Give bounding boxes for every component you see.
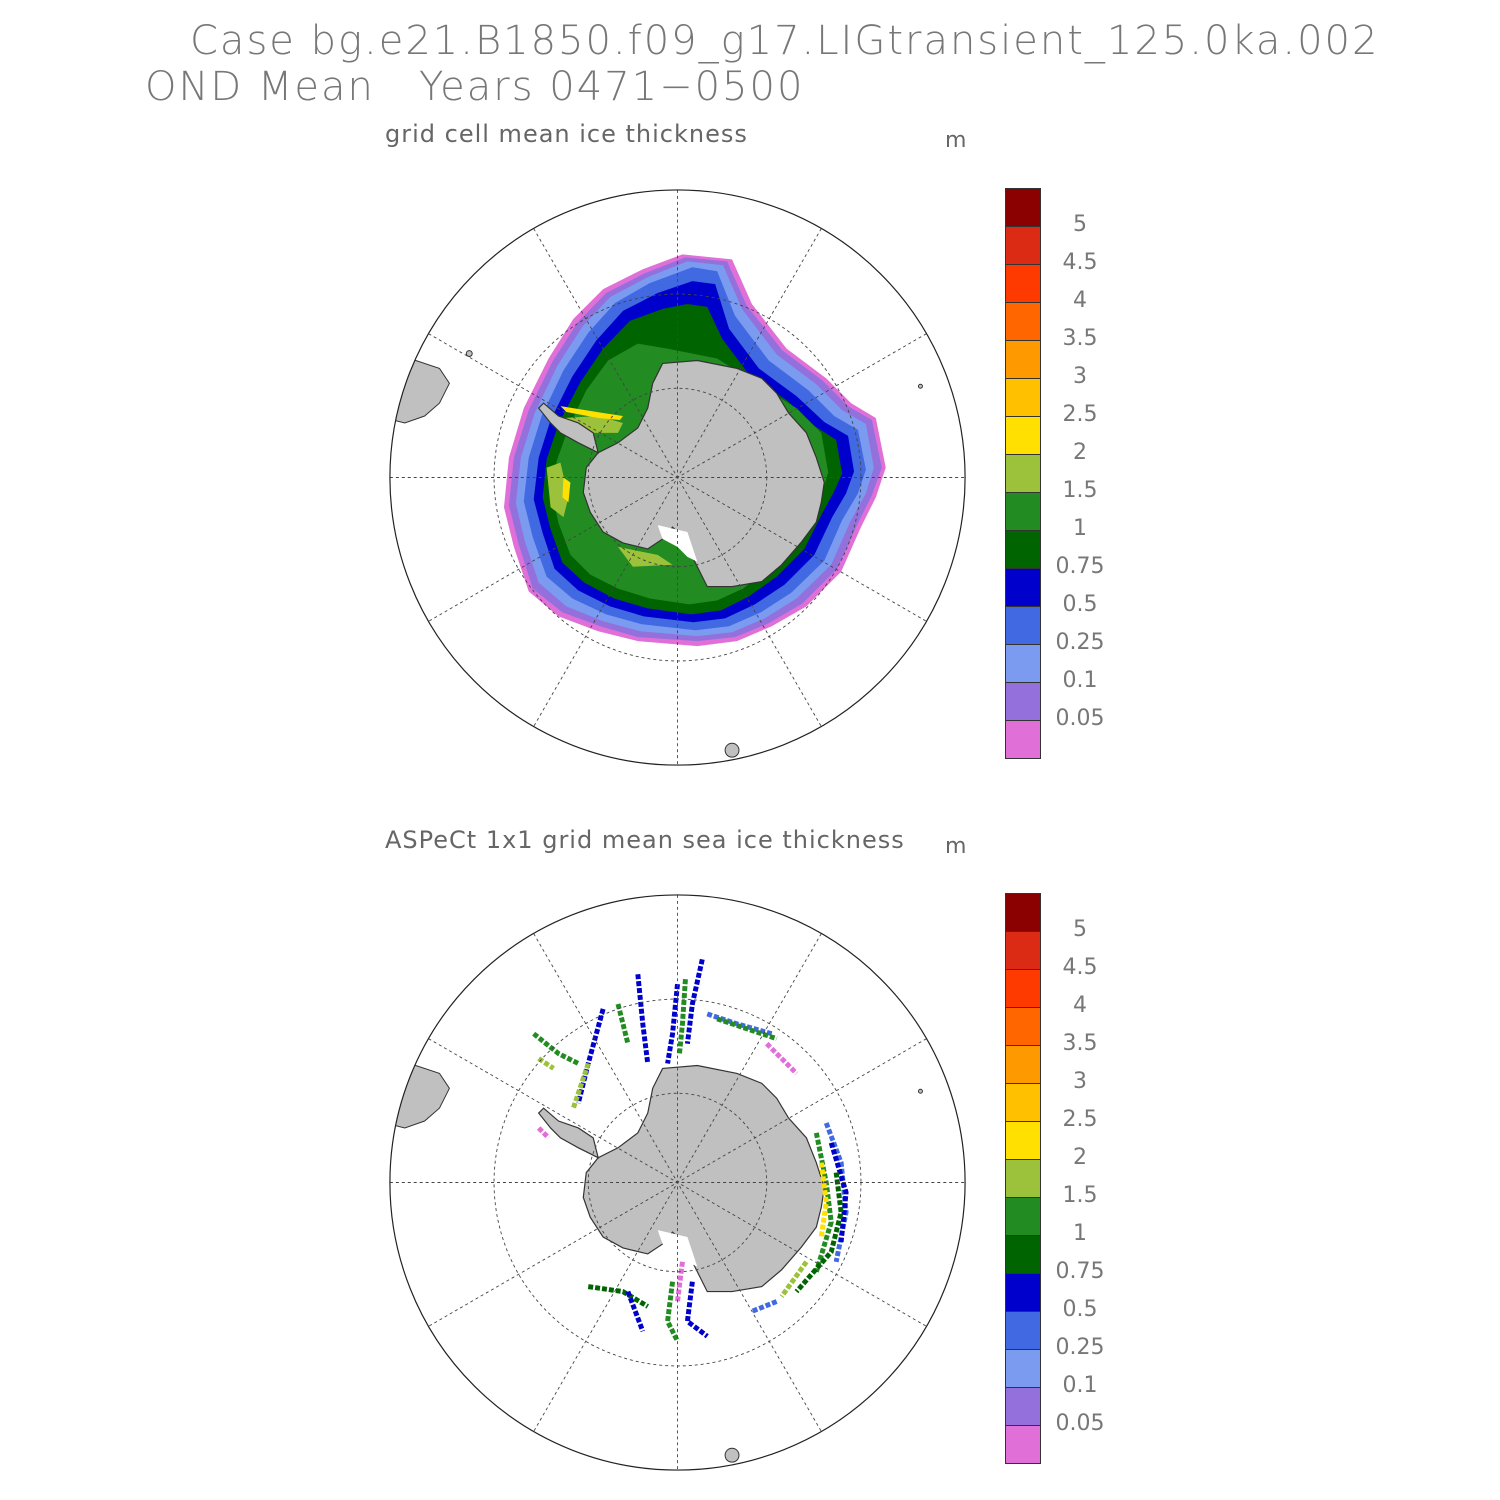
colorbar-swatch [1005,644,1041,683]
colorbar-label: 4.5 [1062,250,1098,275]
period-title: OND Mean Years 0471−0500 [145,64,805,110]
colorbar-label: 4 [1073,993,1087,1018]
colorbar-label: 5 [1073,212,1087,237]
colorbar-label: 1.5 [1062,1183,1098,1208]
colorbar-swatch [1005,188,1041,227]
colorbar-label: 1.5 [1062,478,1098,503]
panel-1-units: m [945,128,967,153]
antarctica [582,359,825,588]
colorbar-swatch [1005,1349,1041,1388]
colorbar-label: 3 [1073,364,1087,389]
colorbar-1 [1005,188,1041,759]
colorbar-label: 3.5 [1062,1031,1098,1056]
colorbar-swatch [1005,454,1041,493]
colorbar-swatch [1005,568,1041,607]
colorbar-label: 2 [1073,1145,1087,1170]
south-america [389,357,450,424]
colorbar-label: 0.05 [1055,1411,1105,1436]
colorbar-label: 0.05 [1055,706,1105,731]
panel-2-units: m [945,834,967,859]
colorbar-label: 5 [1073,917,1087,942]
model-ice-thickness-map [389,189,966,766]
observation-tracks [532,958,849,1343]
colorbar-swatch [1005,606,1041,645]
aspect-ice-thickness-map [389,894,966,1471]
colorbar-label: 0.25 [1055,1335,1105,1360]
colorbar-label: 0.5 [1062,1297,1098,1322]
colorbar-swatch [1005,1159,1041,1198]
colorbar-label: 0.5 [1062,592,1098,617]
colorbar-label: 0.25 [1055,630,1105,655]
colorbar-swatch [1005,530,1041,569]
colorbar-swatch [1005,1387,1041,1426]
colorbar-swatch [1005,931,1041,970]
colorbar-label: 0.75 [1055,554,1105,579]
colorbar-swatch [1005,1121,1041,1160]
colorbar-swatch [1005,492,1041,531]
colorbar-swatch [1005,416,1041,455]
colorbar-swatch [1005,682,1041,721]
colorbar-swatch [1005,1311,1041,1350]
colorbar-label: 2.5 [1062,1107,1098,1132]
colorbar-label: 3 [1073,1069,1087,1094]
colorbar-swatch [1005,893,1041,932]
colorbar-swatch [1005,969,1041,1008]
colorbar-swatch [1005,1083,1041,1122]
colorbar-swatch [1005,1197,1041,1236]
colorbar-label: 2.5 [1062,402,1098,427]
colorbar-label: 0.75 [1055,1259,1105,1284]
south-america [389,1062,450,1129]
colorbar-swatch [1005,264,1041,303]
colorbar-swatch [1005,378,1041,417]
case-title: Case bg.e21.B1850.f09_g17.LIGtransient_1… [190,18,1380,64]
colorbar-label: 0.1 [1062,668,1098,693]
panel-1-title: grid cell mean ice thickness [385,120,748,148]
colorbar-label: 1 [1073,516,1087,541]
colorbar-label: 4.5 [1062,955,1098,980]
colorbar-swatch [1005,302,1041,341]
colorbar-label: 2 [1073,440,1087,465]
colorbar-swatch [1005,340,1041,379]
colorbar-swatch [1005,226,1041,265]
colorbar-label: 1 [1073,1221,1087,1246]
colorbar-label: 3.5 [1062,326,1098,351]
colorbar-swatch [1005,1045,1041,1084]
panel-2-title: ASPeCt 1x1 grid mean sea ice thickness [385,826,905,854]
colorbar-swatch [1005,720,1041,759]
colorbar-label: 0.1 [1062,1373,1098,1398]
colorbar-label: 4 [1073,288,1087,313]
antarctica [582,1064,825,1293]
colorbar-swatch [1005,1273,1041,1312]
colorbar-swatch [1005,1425,1041,1464]
colorbar-2 [1005,893,1041,1464]
colorbar-swatch [1005,1007,1041,1046]
colorbar-swatch [1005,1235,1041,1274]
